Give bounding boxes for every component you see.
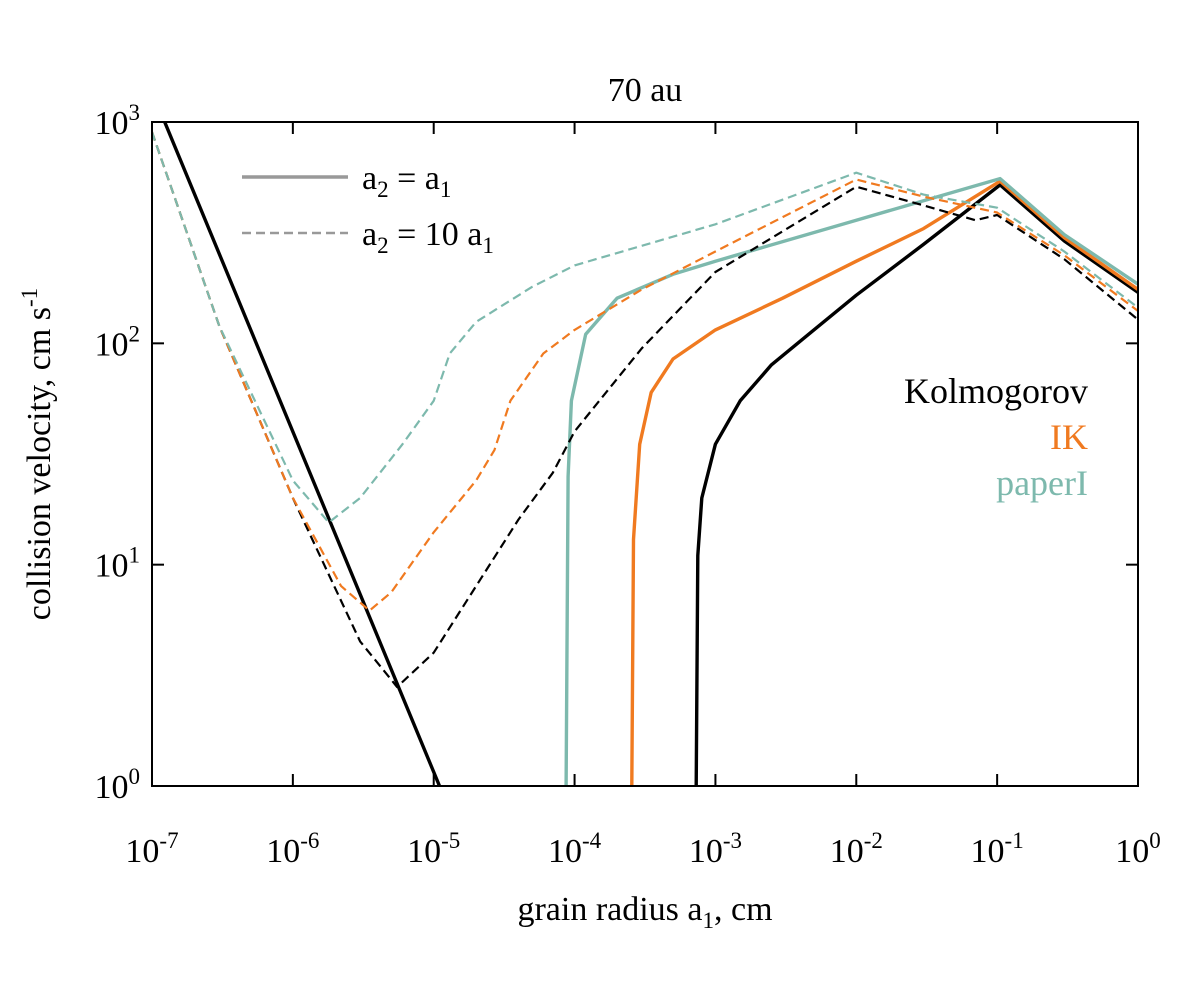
x-tick-label: 10-5: [407, 828, 460, 870]
series-line-kolmogorov-dashed-4: [152, 131, 1138, 689]
y-tick-label: 100: [95, 764, 141, 806]
color-legend-ik: IK: [1050, 417, 1088, 457]
y-axis-label: collision velocity, cm s-1: [17, 288, 58, 620]
plot-frame: [151, 121, 1139, 787]
ticks-group: 10-7 10-6 10-5 10-4 10-3 10-2 10-1 100 100 101 102…: [95, 100, 1161, 870]
chart-title: 70 au: [608, 72, 683, 109]
x-tick-label: 100: [1115, 828, 1161, 870]
style-legend-label-dashed: a2 = 10 a1: [362, 216, 494, 258]
series-line-kolmogorov-solid-1: [694, 183, 1138, 786]
y-tick-label: 103: [95, 100, 141, 142]
x-tick-label: 10-6: [266, 828, 319, 870]
x-axis-label: grain radius a1, cm: [517, 891, 772, 933]
y-tick-label: 101: [95, 543, 141, 585]
color-legend: Kolmogorov IK paperI: [904, 371, 1088, 503]
color-legend-kolmogorov: Kolmogorov: [904, 371, 1088, 411]
x-tick-label: 10-1: [971, 828, 1024, 870]
y-tick-label: 102: [95, 321, 141, 363]
style-legend: a2 = a1 a2 = 10 a1: [242, 160, 494, 258]
series-line-ik-dashed-5: [152, 131, 1138, 612]
x-tick-label: 10-3: [689, 828, 742, 870]
x-tick-label: 10-2: [830, 828, 883, 870]
series-line-paperi-dashed-6: [152, 131, 1138, 524]
x-tick-label: 10-7: [125, 828, 178, 870]
color-legend-paperi: paperI: [996, 463, 1088, 503]
series-group: [152, 122, 1138, 786]
style-legend-label-solid: a2 = a1: [362, 160, 451, 202]
series-line-kolmogorov-solid-0: [163, 122, 442, 786]
series-line-ik-solid-2: [630, 179, 1138, 786]
x-tick-label: 10-4: [548, 828, 602, 870]
